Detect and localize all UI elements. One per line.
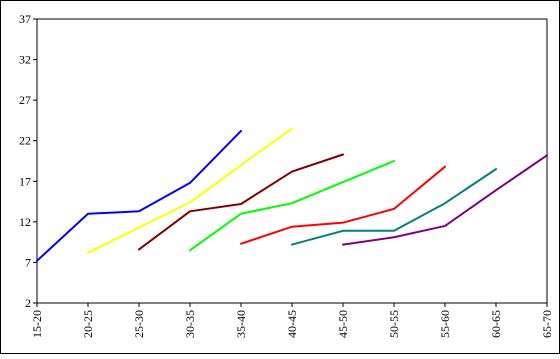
y-tick-label: 22 xyxy=(19,134,31,148)
y-tick-label: 37 xyxy=(19,12,31,26)
x-tick-label: 55-60 xyxy=(438,310,452,338)
series-line-4 xyxy=(189,160,395,252)
x-tick-label: 50-55 xyxy=(387,310,401,338)
x-tick-label: 35-40 xyxy=(234,310,248,338)
x-tick-label: 30-35 xyxy=(183,310,197,338)
y-tick-label: 12 xyxy=(19,215,31,229)
y-tick-label: 27 xyxy=(19,93,31,107)
series-line-7 xyxy=(342,154,548,246)
x-axis: 15-20 20-25 25-30 30-35 35-40 40-45 45-50 50-55… xyxy=(30,303,554,338)
series-line-1 xyxy=(36,129,242,262)
series-lines xyxy=(36,127,548,262)
series-line-6 xyxy=(291,168,497,246)
y-tick-label: 2 xyxy=(25,296,31,310)
x-tick-label: 15-20 xyxy=(30,310,44,338)
x-tick-label: 65-70 xyxy=(540,310,554,338)
x-tick-label: 60-65 xyxy=(489,310,503,338)
y-tick-label: 7 xyxy=(25,255,31,269)
y-tick-label: 32 xyxy=(19,53,31,67)
series-line-3 xyxy=(138,153,344,251)
series-line-2 xyxy=(87,127,293,254)
x-tick-label: 20-25 xyxy=(81,310,95,338)
x-tick-label: 40-45 xyxy=(285,310,299,338)
series-line-5 xyxy=(240,165,446,245)
y-tick-label: 17 xyxy=(19,174,31,188)
x-tick-label: 25-30 xyxy=(132,310,146,338)
x-tick-label: 45-50 xyxy=(336,310,350,338)
